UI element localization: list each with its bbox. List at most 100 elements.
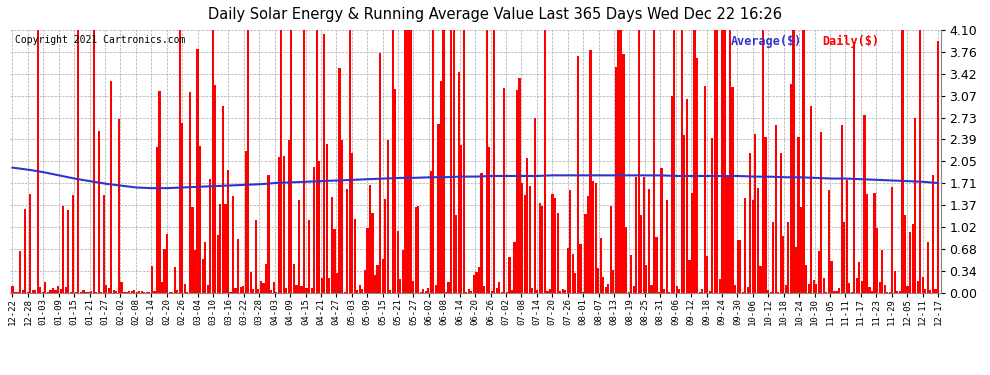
Bar: [98, 131, 100, 292]
Bar: [270, 290, 272, 292]
Bar: [128, 291, 130, 292]
Bar: [163, 249, 165, 292]
Bar: [457, 72, 459, 292]
Bar: [428, 288, 430, 292]
Bar: [235, 288, 237, 292]
Bar: [577, 56, 579, 292]
Bar: [316, 30, 318, 292]
Bar: [724, 30, 726, 292]
Bar: [493, 30, 495, 292]
Bar: [298, 200, 300, 292]
Bar: [283, 156, 285, 292]
Bar: [54, 290, 56, 292]
Text: Daily Solar Energy & Running Average Value Last 365 Days Wed Dec 22 16:26: Daily Solar Energy & Running Average Val…: [208, 8, 782, 22]
Bar: [209, 179, 211, 292]
Bar: [554, 198, 556, 292]
Bar: [729, 30, 731, 292]
Bar: [797, 137, 800, 292]
Bar: [267, 175, 269, 292]
Bar: [353, 219, 355, 292]
Bar: [336, 273, 338, 292]
Bar: [746, 287, 748, 292]
Bar: [542, 206, 544, 292]
Bar: [503, 88, 506, 292]
Bar: [105, 285, 107, 292]
Bar: [815, 284, 818, 292]
Bar: [787, 222, 789, 292]
Bar: [300, 286, 303, 292]
Bar: [853, 42, 855, 292]
Bar: [841, 125, 842, 292]
Bar: [407, 30, 409, 292]
Bar: [615, 67, 617, 292]
Bar: [613, 270, 615, 292]
Bar: [914, 118, 916, 292]
Bar: [652, 30, 655, 292]
Bar: [290, 30, 292, 292]
Bar: [11, 286, 14, 292]
Bar: [782, 236, 784, 292]
Bar: [331, 197, 333, 292]
Bar: [630, 255, 633, 292]
Bar: [35, 290, 37, 292]
Bar: [618, 30, 620, 292]
Bar: [40, 287, 42, 292]
Bar: [204, 242, 206, 292]
Bar: [496, 288, 498, 292]
Bar: [389, 290, 391, 292]
Bar: [701, 289, 703, 292]
Bar: [645, 265, 647, 292]
Bar: [584, 214, 587, 292]
Bar: [67, 210, 69, 292]
Bar: [896, 291, 899, 292]
Bar: [207, 285, 209, 292]
Bar: [754, 135, 756, 292]
Bar: [537, 290, 539, 292]
Bar: [488, 147, 490, 292]
Bar: [561, 289, 563, 292]
Bar: [285, 288, 287, 292]
Bar: [356, 290, 358, 292]
Bar: [82, 290, 84, 292]
Bar: [110, 81, 113, 292]
Bar: [546, 291, 548, 292]
Bar: [927, 242, 929, 292]
Bar: [607, 284, 610, 292]
Bar: [452, 30, 454, 292]
Text: Daily($): Daily($): [823, 35, 879, 48]
Bar: [602, 277, 604, 292]
Bar: [438, 124, 440, 292]
Bar: [670, 96, 673, 292]
Bar: [878, 282, 881, 292]
Bar: [483, 286, 485, 292]
Bar: [113, 290, 115, 292]
Bar: [72, 195, 74, 292]
Bar: [772, 222, 774, 292]
Bar: [891, 187, 893, 292]
Bar: [643, 177, 644, 292]
Bar: [184, 284, 186, 292]
Bar: [511, 290, 513, 292]
Bar: [415, 207, 417, 292]
Bar: [351, 153, 353, 292]
Bar: [433, 30, 435, 292]
Bar: [663, 289, 665, 292]
Bar: [843, 222, 845, 292]
Bar: [478, 267, 480, 292]
Bar: [818, 251, 820, 292]
Bar: [108, 288, 110, 292]
Bar: [774, 125, 777, 292]
Bar: [77, 30, 79, 292]
Bar: [756, 188, 759, 292]
Bar: [295, 285, 298, 292]
Bar: [805, 265, 807, 292]
Bar: [115, 291, 118, 292]
Bar: [909, 232, 911, 292]
Bar: [217, 235, 219, 292]
Bar: [808, 284, 810, 292]
Bar: [693, 30, 696, 292]
Bar: [719, 279, 721, 292]
Bar: [397, 231, 399, 292]
Bar: [475, 272, 477, 292]
Bar: [346, 189, 348, 292]
